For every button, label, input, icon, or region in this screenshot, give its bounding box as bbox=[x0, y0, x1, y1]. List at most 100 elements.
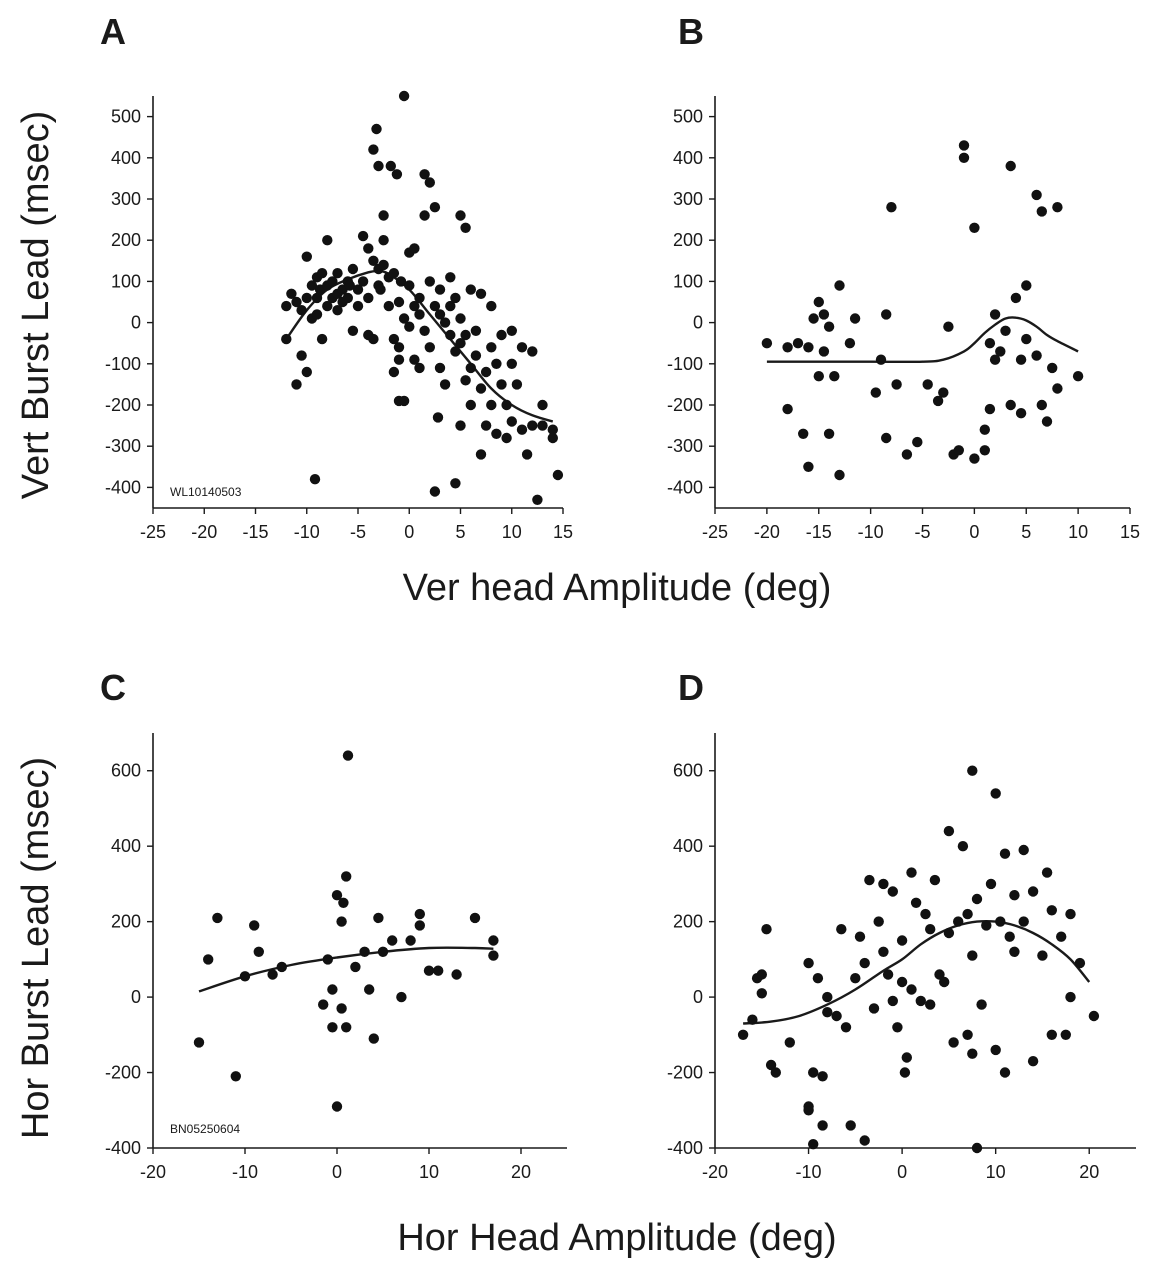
data-point bbox=[357, 230, 369, 242]
x-tick-label: -10 bbox=[858, 522, 884, 542]
data-point bbox=[344, 280, 355, 291]
x-tick-label: 0 bbox=[404, 522, 414, 542]
data-point bbox=[350, 961, 361, 973]
data-point bbox=[267, 969, 278, 980]
data-point bbox=[432, 412, 444, 423]
y-tick-label: -400 bbox=[105, 477, 141, 497]
data-point bbox=[296, 305, 307, 316]
data-point bbox=[434, 309, 446, 320]
data-point bbox=[460, 222, 471, 233]
y-tick-label: -400 bbox=[667, 1138, 703, 1158]
data-point bbox=[875, 354, 887, 365]
x-tick-label: 15 bbox=[553, 522, 573, 542]
data-point bbox=[475, 288, 487, 299]
data-point bbox=[419, 210, 430, 221]
data-point bbox=[1065, 991, 1076, 1003]
y-tick-label: -400 bbox=[105, 1138, 141, 1158]
data-point bbox=[818, 346, 830, 357]
data-point bbox=[999, 848, 1011, 859]
x-axis-title-bottom: Hor Head Amplitude (deg) bbox=[397, 1217, 836, 1259]
data-point bbox=[378, 235, 389, 246]
y-tick-label: -200 bbox=[105, 395, 141, 415]
data-point bbox=[281, 333, 292, 345]
data-point bbox=[368, 333, 379, 345]
data-point bbox=[516, 424, 528, 435]
data-point bbox=[547, 424, 558, 435]
x-tick-label: -10 bbox=[232, 1162, 258, 1182]
data-point bbox=[934, 969, 945, 980]
data-point bbox=[433, 965, 444, 976]
data-point bbox=[1088, 1010, 1100, 1022]
data-point bbox=[938, 387, 949, 398]
data-point bbox=[501, 432, 512, 444]
data-point bbox=[912, 436, 923, 448]
data-point bbox=[859, 1135, 870, 1146]
data-point bbox=[429, 202, 441, 213]
data-point bbox=[1052, 202, 1063, 213]
data-point bbox=[967, 765, 978, 776]
data-point bbox=[491, 358, 502, 369]
data-point bbox=[943, 321, 954, 332]
data-point bbox=[419, 325, 430, 336]
data-point bbox=[1015, 408, 1027, 419]
data-point bbox=[910, 897, 922, 908]
data-point bbox=[318, 999, 329, 1010]
y-tick-label: -300 bbox=[105, 436, 141, 456]
data-point bbox=[1056, 931, 1067, 942]
data-point bbox=[782, 342, 793, 353]
data-point bbox=[537, 399, 548, 411]
data-point bbox=[336, 1003, 347, 1014]
data-point bbox=[953, 445, 964, 456]
data-point bbox=[813, 371, 824, 382]
data-point bbox=[822, 1007, 833, 1018]
data-point bbox=[527, 346, 538, 357]
cell-id-label: WL10140503 bbox=[170, 485, 242, 499]
data-point bbox=[434, 284, 446, 295]
data-point bbox=[429, 300, 441, 312]
data-point bbox=[450, 292, 461, 304]
data-point bbox=[445, 329, 456, 341]
data-point bbox=[817, 1120, 828, 1131]
data-point bbox=[424, 177, 435, 188]
data-point bbox=[193, 1037, 205, 1048]
x-tick-label: -20 bbox=[191, 522, 217, 542]
x-tick-label: 0 bbox=[332, 1162, 342, 1182]
data-point bbox=[532, 494, 543, 505]
x-tick-label: -20 bbox=[140, 1162, 166, 1182]
data-point bbox=[405, 935, 416, 946]
data-point bbox=[506, 416, 517, 427]
data-point bbox=[527, 420, 538, 431]
data-point bbox=[547, 432, 558, 444]
data-point bbox=[962, 1029, 973, 1041]
panel-b: B -25 -20 -15 -10 -5 0 5 10 15 -400 -300 -200 -100 0 10… bbox=[667, 11, 1140, 542]
data-point bbox=[836, 924, 847, 935]
data-point bbox=[1052, 383, 1063, 394]
data-point bbox=[429, 486, 441, 497]
y-tick-label: 0 bbox=[693, 313, 703, 333]
data-point bbox=[316, 268, 328, 279]
data-point bbox=[455, 420, 466, 431]
data-point bbox=[359, 946, 370, 957]
data-point bbox=[327, 984, 338, 995]
data-point bbox=[915, 995, 926, 1007]
data-point bbox=[465, 399, 476, 411]
data-point bbox=[969, 453, 980, 464]
data-point bbox=[798, 428, 809, 439]
data-point bbox=[276, 961, 287, 973]
data-point bbox=[896, 935, 908, 946]
data-point bbox=[368, 255, 379, 266]
data-point bbox=[393, 296, 405, 308]
data-point bbox=[850, 973, 861, 984]
data-point bbox=[537, 420, 548, 431]
data-point bbox=[958, 140, 970, 151]
data-point bbox=[1074, 957, 1086, 969]
data-point bbox=[985, 878, 997, 890]
x-tick-label: -5 bbox=[914, 522, 930, 542]
data-point bbox=[969, 222, 980, 233]
data-point bbox=[990, 1044, 1001, 1056]
data-point bbox=[882, 969, 894, 980]
data-point bbox=[1004, 931, 1015, 942]
data-point bbox=[469, 912, 481, 924]
data-point bbox=[1031, 189, 1042, 201]
data-point bbox=[920, 908, 931, 920]
